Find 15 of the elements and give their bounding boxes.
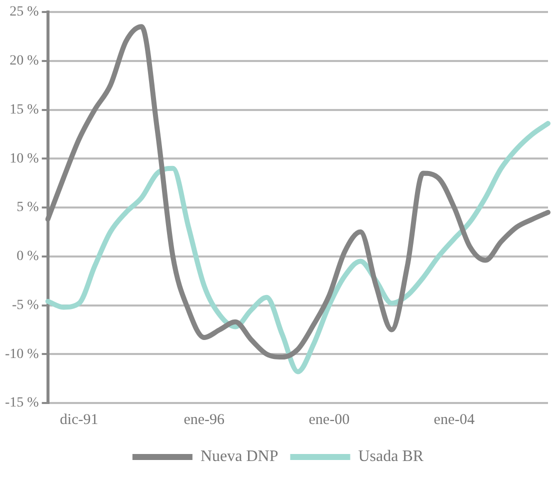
legend-label: Nueva DNP [200, 448, 278, 466]
x-tick-label: dic-91 [60, 412, 98, 428]
y-tick-label: -10 % [4, 346, 40, 362]
y-tick-label: 5 % [16, 200, 40, 216]
legend-label: Usada BR [358, 448, 424, 466]
y-tick-label: 10 % [10, 151, 40, 166]
y-tick-label: 20 % [10, 54, 40, 69]
y-tick-label: 25 % [10, 4, 40, 20]
x-tick-label: ene-04 [434, 412, 476, 428]
y-tick-label: -15 % [4, 396, 40, 411]
y-tick-label: 0 % [16, 249, 40, 264]
y-tick-label: -5 % [12, 298, 40, 313]
x-tick-label: ene-00 [308, 412, 350, 428]
y-tick-label: 15 % [10, 102, 40, 118]
x-tick-label: ene-96 [184, 412, 226, 428]
